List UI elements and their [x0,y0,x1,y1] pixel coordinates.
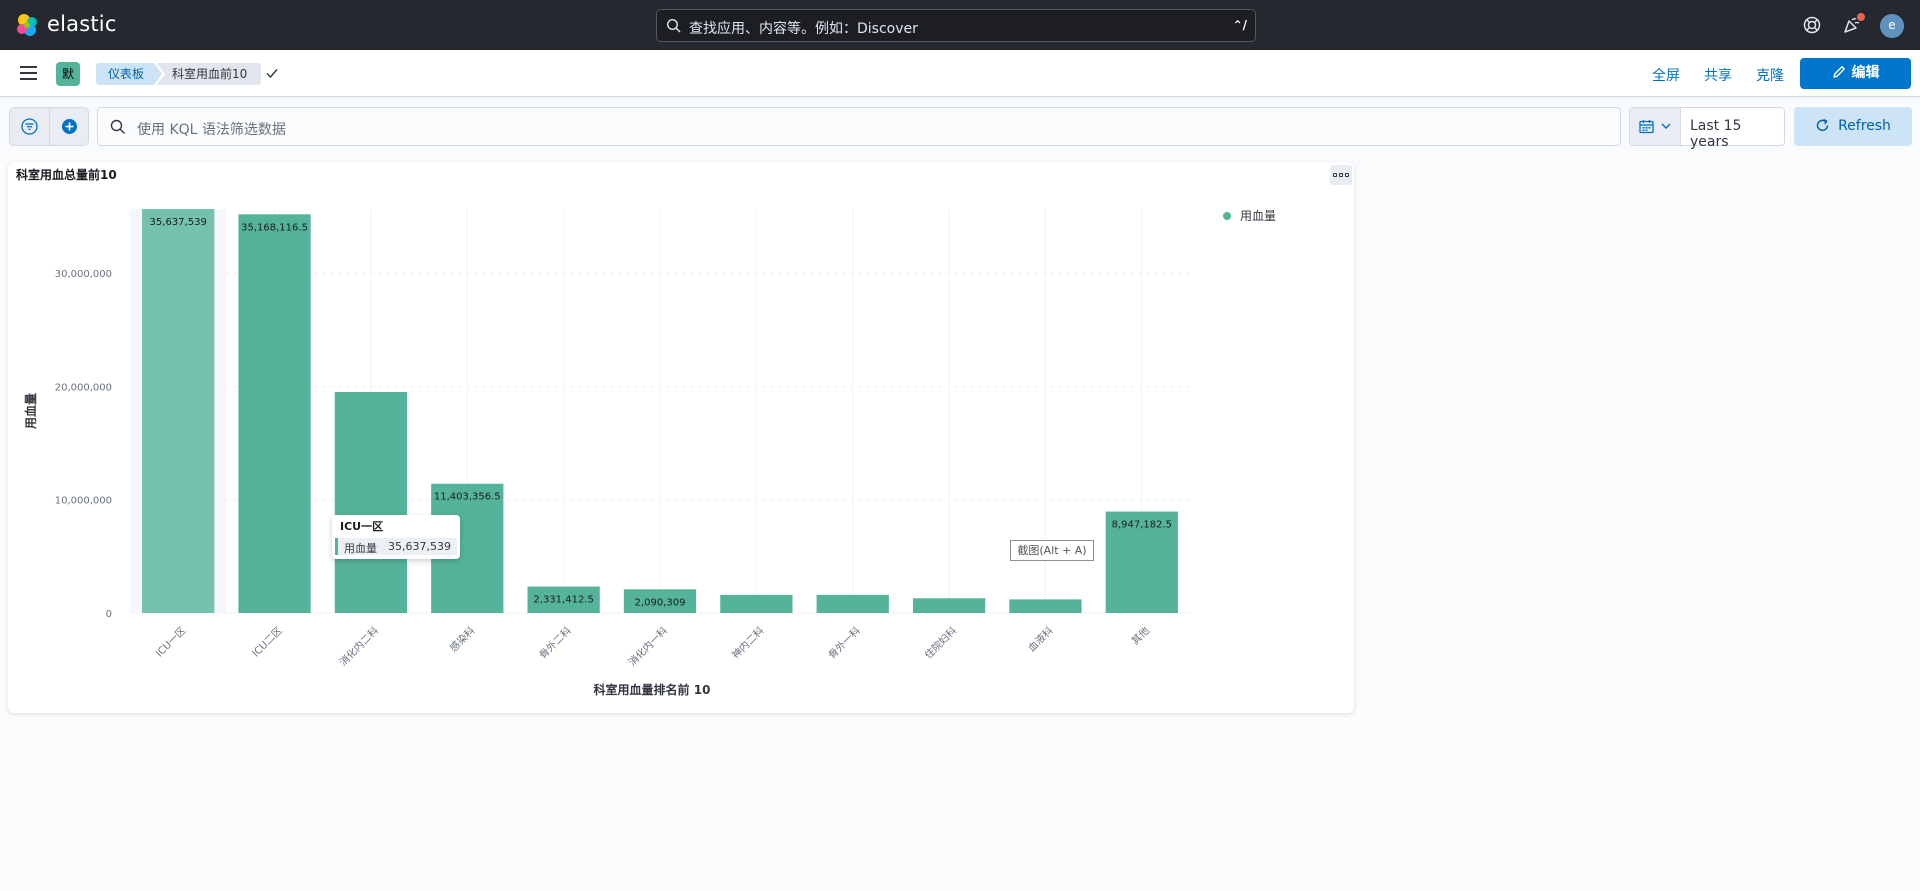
bar[interactable] [527,586,600,613]
space-badge[interactable]: 默 [56,62,80,86]
breadcrumb-current: 科室用血前10 [157,63,262,85]
data-label: 35,168,116.5 [241,222,308,233]
divider [49,108,50,145]
y-tick-label: 10,000,000 [55,496,112,507]
tooltip-title: ICU一区 [340,520,384,533]
add-filter-icon[interactable] [61,118,78,135]
edit-button-label: 编辑 [1851,65,1880,81]
filter-controls [9,107,89,146]
bar[interactable] [238,214,311,614]
global-search[interactable]: 查找应用、内容等。例如：Discover ⌃/ [656,9,1256,42]
date-picker[interactable]: Last 15 years [1629,107,1785,150]
kql-placeholder: 使用 KQL 语法筛选数据 [137,122,286,138]
x-tick-label: 骨外一科 [825,624,862,661]
data-label: 2,090,309 [635,597,686,608]
kql-search-input[interactable]: 使用 KQL 语法筛选数据 [97,107,1621,146]
refresh-label: Refresh [1838,118,1891,134]
x-tick-label: 感染科 [447,624,477,654]
panel-title: 科室用血总量前10 [16,168,117,182]
x-axis-title: 科室用血量排名前 10 [594,682,711,697]
data-label: 11,403,356.5 [434,492,501,503]
refresh-icon [1816,118,1829,132]
bar[interactable] [1009,599,1082,613]
x-tick-label: 其他 [1129,624,1152,647]
search-shortcut: ⌃/ [1232,18,1247,32]
tooltip-label: 用血量 [344,542,377,555]
brand-name[interactable]: elastic [47,12,117,36]
y-tick-label: 0 [106,609,112,620]
tooltip-swatch [335,538,338,555]
y-tick-label: 30,000,000 [55,269,112,280]
header-bar: elastic 查找应用、内容等。例如：Discover ⌃/ e [0,0,1920,50]
calendar-icon [1639,120,1654,134]
bar[interactable] [142,209,215,613]
menu-toggle-icon[interactable] [20,66,37,80]
x-tick-label: 消化内一科 [626,624,671,669]
bar[interactable] [816,594,889,613]
refresh-button[interactable]: Refresh [1794,107,1912,146]
edit-button[interactable]: 编辑 [1800,58,1911,89]
panel-options-button[interactable] [1330,165,1352,185]
notification-badge [1857,13,1865,21]
y-axis-title: 用血量 [23,393,38,430]
x-axis-ticks: ICU一区 ICU二区 消化内二科 感染科 骨外二科 消化内一科 神内二科 骨外一科 住院妇科 血… [153,624,1151,669]
legend-swatch [1223,212,1231,220]
bar[interactable] [912,598,986,613]
x-tick-label: 消化内二科 [336,624,381,669]
breadcrumb-dashboards[interactable]: 仪表板 [96,63,162,85]
chart-bars [142,209,1178,614]
search-icon [110,119,125,134]
quick-menu-button[interactable] [1630,108,1681,145]
filter-icon[interactable] [21,118,38,135]
visualization-panel: 科室用血总量前10 0 10,000,000 20,000,000 30,000,00… [8,162,1354,713]
pencil-icon [1832,66,1845,78]
bar[interactable] [720,594,793,613]
legend-label[interactable]: 用血量 [1240,209,1276,223]
x-tick-label: 血液科 [1025,624,1055,654]
y-axis-ticks: 0 10,000,000 20,000,000 30,000,000 [55,269,112,620]
chart-tooltip: ICU一区 用血量 35,637,539 [332,515,460,559]
tooltip-row: 用血量 35,637,539 [335,538,457,555]
time-range-label: Last 15 years [1690,118,1742,150]
bar[interactable] [1105,511,1178,613]
x-tick-label: ICU二区 [250,625,285,660]
screenshot-hint: 截图(Alt + A) [1010,540,1094,561]
share-link[interactable]: 共享 [1704,68,1732,84]
chevron-down-icon [1661,123,1671,129]
data-labels: 35,637,539 35,168,116.5 11,403,356.5 2,331,… [150,217,1172,608]
x-tick-label: 骨外二科 [536,624,573,661]
x-tick-label: 神内二科 [729,624,766,661]
check-icon [266,69,278,79]
y-tick-label: 20,000,000 [55,382,112,393]
bar[interactable] [623,589,697,613]
fullscreen-link[interactable]: 全屏 [1652,68,1680,84]
app-nav-bar: 默 仪表板 科室用血前10 全屏 共享 克隆 编辑 [0,50,1920,97]
bar[interactable] [334,391,408,613]
data-label: 2,331,412.5 [533,595,593,606]
data-label: 35,637,539 [150,217,207,228]
tooltip-value: 35,637,539 [388,540,451,553]
news-feed-icon[interactable] [1842,15,1862,35]
x-tick-label: ICU一区 [153,625,188,660]
clone-link[interactable]: 克隆 [1756,68,1784,84]
global-search-placeholder: 查找应用、内容等。例如：Discover [689,21,918,37]
search-icon [666,18,681,33]
elastic-logo-icon[interactable] [15,13,39,37]
data-label: 8,947,182.5 [1112,520,1172,531]
avatar[interactable]: e [1880,14,1904,38]
help-icon[interactable] [1802,15,1822,35]
x-tick-label: 住院妇科 [922,624,959,661]
